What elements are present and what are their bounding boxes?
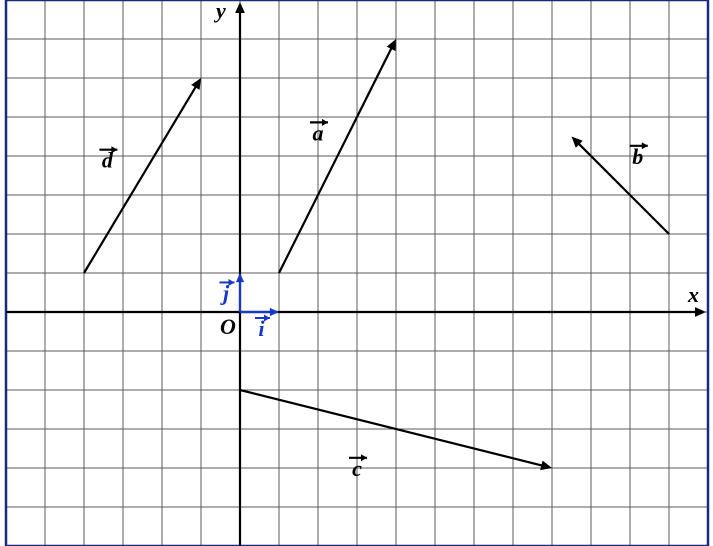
vector-a-label: a [313,120,324,145]
origin-label: O [220,314,236,339]
vector-c-label: c [352,456,362,481]
vector-b-label: b [632,144,643,169]
x-axis-label: x [687,282,699,307]
vector-diagram: xyOijabcd [0,0,713,546]
